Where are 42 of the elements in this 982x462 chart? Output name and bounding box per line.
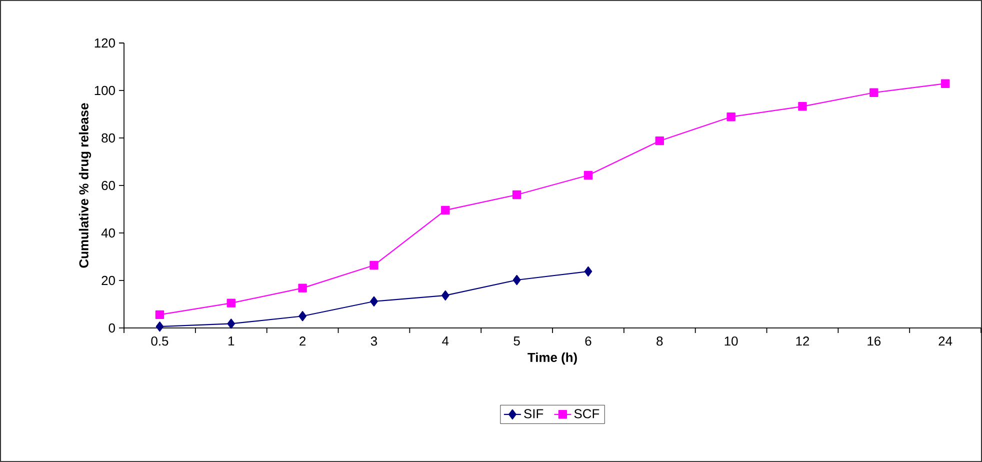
point bbox=[584, 266, 592, 277]
point bbox=[655, 136, 664, 146]
x-tick-label: 3 bbox=[370, 336, 378, 346]
x-tick-label: 8 bbox=[656, 336, 663, 346]
y-tick-label: 0 bbox=[108, 323, 115, 333]
point bbox=[441, 290, 450, 300]
point bbox=[512, 274, 521, 286]
point bbox=[584, 170, 593, 180]
x-tick-label: 12 bbox=[796, 336, 810, 346]
point bbox=[512, 190, 522, 200]
legend-label: SCF bbox=[574, 409, 600, 418]
y-tick-label: 80 bbox=[102, 133, 115, 143]
point bbox=[441, 206, 450, 215]
point bbox=[370, 260, 378, 270]
y-tick-label: 120 bbox=[94, 38, 115, 48]
point bbox=[155, 310, 164, 320]
legend-label: SIF bbox=[524, 409, 544, 418]
y-tick-label: 40 bbox=[101, 228, 115, 238]
x-axis-title: Time (h) bbox=[528, 352, 577, 365]
point bbox=[298, 311, 306, 322]
point bbox=[226, 298, 236, 308]
point bbox=[227, 318, 236, 329]
x-tick-label: 4 bbox=[442, 336, 449, 346]
point bbox=[156, 322, 164, 332]
x-tick-label: 10 bbox=[724, 336, 738, 346]
x-tick-label: 6 bbox=[585, 336, 592, 346]
y-tick-label: 60 bbox=[102, 180, 115, 190]
x-tick-label: 5 bbox=[514, 336, 520, 346]
x-tick-label: 16 bbox=[868, 336, 881, 346]
x-tick-label: 1 bbox=[228, 336, 234, 346]
y-tick-label: 20 bbox=[102, 276, 115, 286]
x-tick-label: 24 bbox=[938, 336, 952, 346]
point bbox=[370, 296, 378, 306]
point bbox=[726, 112, 736, 122]
point bbox=[870, 88, 878, 97]
x-tick-label: 2 bbox=[300, 336, 306, 346]
y-axis-title: Cumulative % drug release bbox=[78, 103, 92, 268]
point bbox=[298, 284, 307, 292]
point bbox=[798, 102, 807, 111]
point bbox=[940, 79, 950, 88]
y-tick-label: 100 bbox=[94, 86, 115, 96]
x-tick-label: 0.5 bbox=[151, 336, 168, 346]
